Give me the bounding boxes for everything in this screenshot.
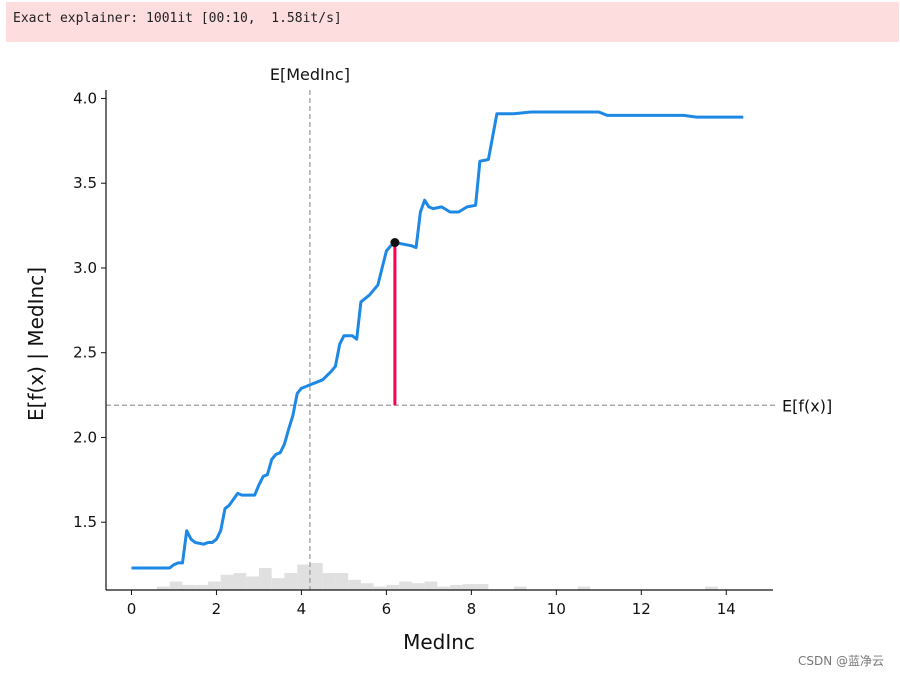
x-tick-label: 6 [382,600,392,618]
histogram-bar [182,584,196,590]
histogram-bar [462,584,476,590]
x-tick-label: 14 [717,600,736,618]
histogram-bar [577,586,591,590]
x-tick-label: 10 [547,600,566,618]
dependence-line [131,110,744,570]
histogram-bar [322,573,336,590]
watermark: CSDN @蓝净云 [797,654,884,668]
histogram-bar [169,581,183,590]
highlight-point [390,238,400,248]
histogram-bar [284,573,298,590]
histogram-bar [271,578,285,590]
histogram-bar [373,586,387,590]
y-tick-label: 4.0 [73,89,97,107]
histogram-bar [335,573,349,590]
x-tick-label: 4 [297,600,307,618]
histogram-bar [233,573,247,590]
histogram-bar [411,583,425,590]
histogram-bar [309,562,323,590]
x-axis-label: MedInc [403,630,475,654]
histogram-bar [246,576,259,590]
reference-lines [106,90,778,590]
histogram-bar [258,567,272,590]
y-tick-label: 2.5 [73,344,97,362]
histogram-bar [705,586,718,590]
histogram-bar [297,564,310,590]
x-tick-label: 12 [632,600,651,618]
histogram-bar [360,583,374,590]
stderr-output: Exact explainer: 1001it [00:10, 1.58it/s… [6,2,899,42]
histogram-bar [220,574,234,590]
histogram [156,562,718,590]
x-tick-label: 8 [467,600,477,618]
histogram-bar [437,586,451,590]
histogram-bar [399,581,412,590]
histogram-bar [450,584,463,590]
x-tick-label: 0 [127,600,137,618]
histogram-bar [386,584,400,590]
dependence-curve [131,110,744,570]
histogram-bar [475,584,489,590]
y-axis-label: E[f(x) | MedInc] [24,267,48,421]
histogram-bar [156,586,170,590]
mean-medinc-label: E[MedInc] [270,65,350,84]
y-tick-label: 1.5 [73,513,97,531]
x-tick-label: 2 [212,600,222,618]
mean-prediction-label: E[f(x)] [782,396,832,415]
histogram-bar [195,584,208,590]
y-tick-label: 3.0 [73,259,97,277]
histogram-bar [348,579,361,590]
y-tick-label: 3.5 [73,174,97,192]
y-tick-label: 2.0 [73,428,97,446]
histogram-bar [207,581,221,590]
ticks: 0 2 4 6 8 10 12 14 1.5 2.0 2.5 3.0 3.5 4.0 [73,89,736,618]
histogram-bar [513,586,527,590]
histogram-bar [424,581,438,590]
axes [105,90,773,591]
